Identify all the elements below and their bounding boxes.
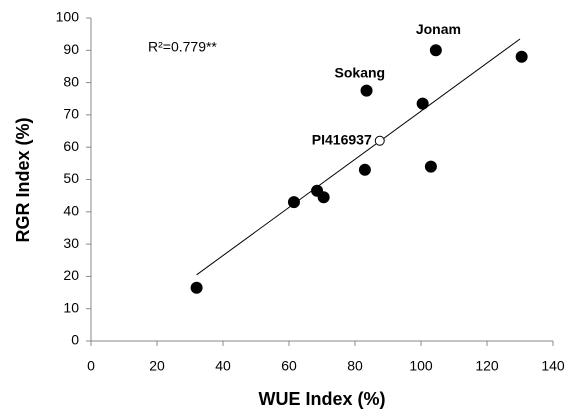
y-tick-label: 60 xyxy=(63,138,79,154)
point xyxy=(287,196,300,209)
x-tick-label: 140 xyxy=(541,358,565,374)
y-tick-label: 100 xyxy=(56,9,80,25)
y-tick-label: 30 xyxy=(63,235,79,251)
point xyxy=(190,281,203,294)
x-tick-label: 120 xyxy=(475,358,499,374)
point xyxy=(515,50,528,63)
point xyxy=(317,191,330,204)
y-tick-label: 10 xyxy=(63,299,79,315)
point-label: Jonam xyxy=(416,21,461,37)
x-tick-label: 20 xyxy=(149,358,165,374)
y-tick-label: 70 xyxy=(63,106,79,122)
point xyxy=(416,97,429,110)
point xyxy=(360,84,373,97)
y-tick-label: 50 xyxy=(63,170,79,186)
y-tick-label: 80 xyxy=(63,73,79,89)
point-label: Sokang xyxy=(335,64,386,80)
y-tick-label: 20 xyxy=(63,267,79,283)
x-tick-label: 60 xyxy=(281,358,297,374)
y-tick-label: 0 xyxy=(71,332,79,348)
x-tick-label: 40 xyxy=(215,358,231,374)
y-axis-title: RGR Index (%) xyxy=(13,117,33,242)
point xyxy=(358,163,371,176)
y-tick-label: 40 xyxy=(63,203,79,219)
x-tick-label: 80 xyxy=(347,358,363,374)
point-label: PI416937 xyxy=(312,131,372,147)
point xyxy=(374,135,385,146)
x-tick-label: 100 xyxy=(409,358,433,374)
x-axis-title: WUE Index (%) xyxy=(258,389,385,409)
r-squared-annotation: R²=0.779** xyxy=(148,39,217,55)
point xyxy=(429,44,442,57)
y-tick-label: 90 xyxy=(63,41,79,57)
trendline xyxy=(196,38,521,276)
x-tick-label: 0 xyxy=(87,358,95,374)
point xyxy=(424,160,437,173)
